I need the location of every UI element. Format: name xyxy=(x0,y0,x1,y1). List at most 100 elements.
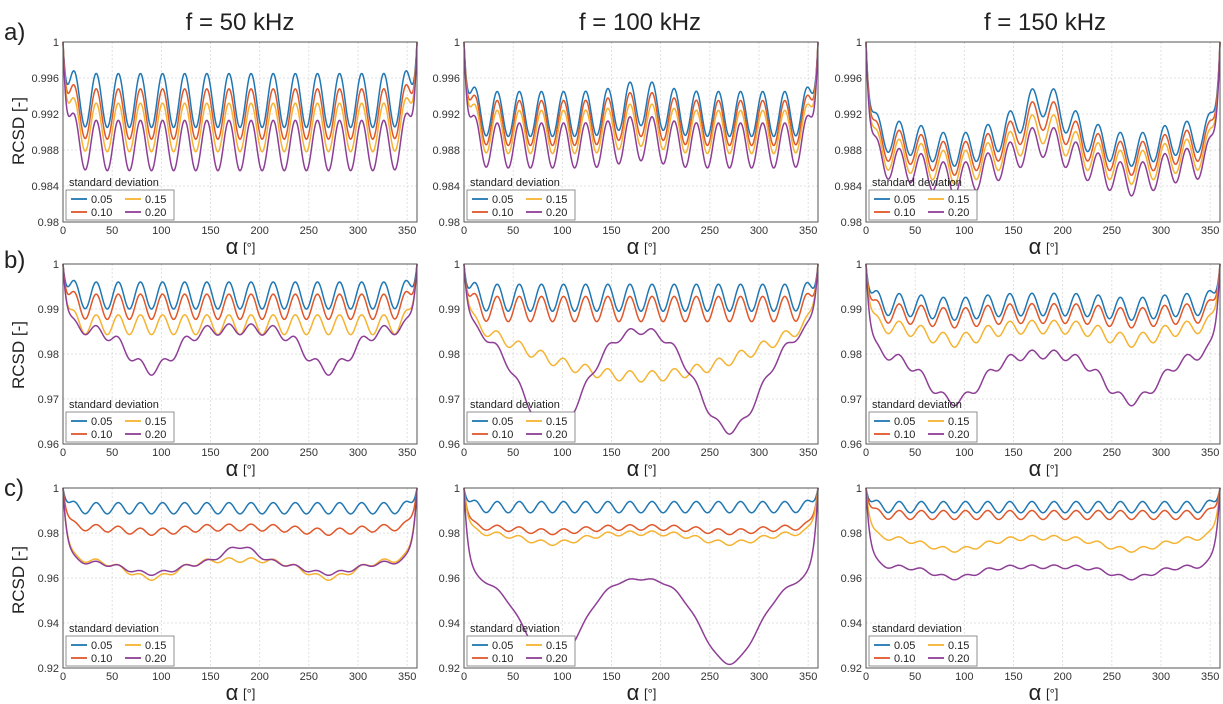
x-tick-label: 200 xyxy=(1053,671,1071,683)
x-tick-label: 100 xyxy=(152,447,170,459)
series-line-0_05 xyxy=(62,487,418,515)
y-tick-label: 1 xyxy=(53,483,59,495)
x-tick-label: 200 xyxy=(250,671,268,683)
plot-frame xyxy=(463,263,819,445)
series-line-0_20 xyxy=(463,41,819,169)
series-line-0_10 xyxy=(463,487,819,536)
x-tick-label: 0 xyxy=(461,671,467,683)
x-tick-label: 250 xyxy=(300,225,318,237)
series-line-0_15 xyxy=(62,41,418,153)
x-tick-label: 0 xyxy=(60,225,66,237)
x-tick-label: 100 xyxy=(553,225,571,237)
x-axis-label: α xyxy=(1029,680,1042,704)
series-line-0_10 xyxy=(865,487,1221,521)
x-tick-label: 150 xyxy=(201,225,219,237)
series-line-0_05 xyxy=(62,263,418,310)
y-tick-label: 0.996 xyxy=(31,73,59,85)
series-line-0_20 xyxy=(463,487,819,666)
legend-entry-0_20: 0.20 xyxy=(145,429,166,441)
x-tick-label: 200 xyxy=(1053,225,1071,237)
x-tick-label: 300 xyxy=(750,225,768,237)
x-tick-label: 50 xyxy=(909,671,921,683)
row-label-b: b) xyxy=(4,247,25,274)
legend-entry-0_15: 0.15 xyxy=(948,640,969,652)
x-tick-label: 250 xyxy=(300,671,318,683)
column-title-150khz: f = 150 kHz xyxy=(984,9,1106,36)
column-title-50khz: f = 50 kHz xyxy=(186,9,295,36)
x-tick-label: 350 xyxy=(1201,225,1219,237)
x-tick-label: 250 xyxy=(701,447,719,459)
y-tick-label: 0.98 xyxy=(38,349,59,361)
legend-entry-0_05: 0.05 xyxy=(91,416,112,428)
x-tick-label: 50 xyxy=(909,447,921,459)
series-line-0_20 xyxy=(463,263,819,435)
legend-entry-0_10: 0.10 xyxy=(492,429,513,441)
x-tick-label: 150 xyxy=(602,225,620,237)
x-axis-label: α xyxy=(226,456,239,481)
y-tick-label: 0.984 xyxy=(432,181,460,193)
x-tick-label: 0 xyxy=(863,225,869,237)
series-line-0_20 xyxy=(865,41,1221,197)
x-tick-label: 300 xyxy=(1152,447,1170,459)
x-axis-label: α xyxy=(1029,234,1042,259)
legend-title: standard deviation xyxy=(872,177,962,189)
x-tick-label: 200 xyxy=(651,671,669,683)
x-tick-label: 200 xyxy=(651,225,669,237)
x-tick-label: 100 xyxy=(553,671,571,683)
y-tick-label: 0.97 xyxy=(38,394,59,406)
series-line-0_05 xyxy=(62,41,418,129)
y-tick-label: 0.98 xyxy=(439,349,460,361)
panel-c-150khz: 0 50 100 150 200 250 300 350 0.92 0.94 0.96 0.98 1 α [… xyxy=(841,483,1221,704)
legend-entry-0_05: 0.05 xyxy=(492,640,513,652)
x-axis-label: α xyxy=(226,680,239,704)
x-tick-label: 50 xyxy=(507,447,519,459)
y-tick-label: 0.98 xyxy=(38,217,59,229)
legend-entry-0_10: 0.10 xyxy=(91,429,112,441)
legend-entry-0_10: 0.10 xyxy=(894,207,915,219)
x-tick-label: 50 xyxy=(106,225,118,237)
legend-entry-0_10: 0.10 xyxy=(492,653,513,665)
x-tick-label: 100 xyxy=(955,225,973,237)
x-tick-label: 300 xyxy=(1152,225,1170,237)
plot-frame xyxy=(463,487,819,669)
legend-entry-0_20: 0.20 xyxy=(948,207,969,219)
x-tick-label: 100 xyxy=(152,225,170,237)
x-tick-label: 350 xyxy=(799,671,817,683)
panel-b-50khz: 0 50 100 150 200 250 300 350 0.96 0.97 0.98 0.99 1 α [… xyxy=(38,259,418,481)
series-line-0_15 xyxy=(865,263,1221,348)
series-line-0_15 xyxy=(865,487,1221,553)
legend-entry-0_20: 0.20 xyxy=(546,429,567,441)
x-axis-unit: [°] xyxy=(1046,240,1058,255)
legend-box xyxy=(868,635,978,667)
y-tick-label: 0.98 xyxy=(38,528,59,540)
plot-frame xyxy=(865,487,1221,669)
legend-entry-0_05: 0.05 xyxy=(91,194,112,206)
y-tick-label: 0.92 xyxy=(38,663,59,675)
x-tick-label: 0 xyxy=(863,671,869,683)
y-tick-label: 0.988 xyxy=(31,145,59,157)
legend-title: standard deviation xyxy=(69,623,159,635)
x-tick-label: 0 xyxy=(461,225,467,237)
legend-entry-0_05: 0.05 xyxy=(894,416,915,428)
series-line-0_05 xyxy=(865,41,1221,167)
x-axis-label: α xyxy=(627,680,640,704)
legend-entry-0_05: 0.05 xyxy=(894,194,915,206)
legend-entry-0_10: 0.10 xyxy=(91,207,112,219)
x-tick-label: 200 xyxy=(250,225,268,237)
x-tick-label: 250 xyxy=(1103,225,1121,237)
y-tick-label: 0.96 xyxy=(841,573,862,585)
x-tick-label: 50 xyxy=(507,671,519,683)
x-tick-label: 200 xyxy=(651,447,669,459)
y-tick-label: 0.996 xyxy=(834,73,862,85)
plot-frame xyxy=(62,41,418,223)
x-axis-label: α xyxy=(627,456,640,481)
y-tick-label: 0.984 xyxy=(834,181,862,193)
legend-entry-0_20: 0.20 xyxy=(145,207,166,219)
panel-c-50khz: 0 50 100 150 200 250 300 350 0.92 0.94 0.96 0.98 1 α [… xyxy=(38,483,418,704)
panel-a-50khz: 0 50 100 150 200 250 300 350 0.98 0.984 0.988 0.992… xyxy=(31,37,418,259)
series-line-0_10 xyxy=(463,41,819,147)
x-tick-label: 300 xyxy=(1152,671,1170,683)
x-tick-label: 200 xyxy=(1053,447,1071,459)
x-tick-label: 350 xyxy=(1201,671,1219,683)
legend-entry-0_10: 0.10 xyxy=(492,207,513,219)
